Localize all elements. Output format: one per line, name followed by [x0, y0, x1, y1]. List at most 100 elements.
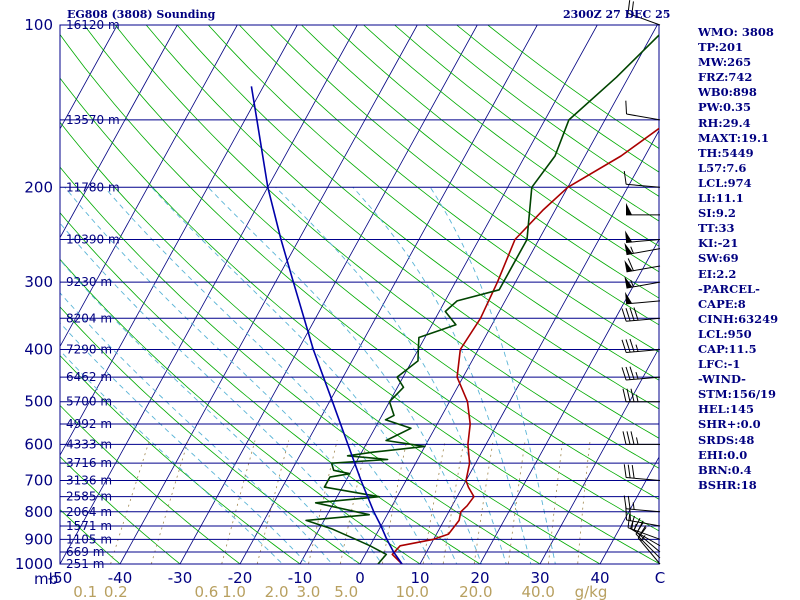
height-label: 13570 m: [66, 113, 120, 127]
dry-adiabat-line: [60, 355, 301, 564]
wind-barb: [624, 276, 661, 289]
mixing-ratio-line: [256, 440, 290, 564]
wind-barb-flag: [627, 495, 631, 510]
isotherm-line: [179, 25, 478, 564]
isotherm-line: [60, 25, 178, 239]
wind-barb-flag: [631, 464, 635, 479]
index-line: -WIND-: [698, 372, 746, 387]
wind-barb-flag: [626, 388, 631, 402]
height-label: 1571 m: [66, 519, 112, 533]
index-line: WB0:898: [698, 85, 757, 100]
moist-adiabat-line: [60, 349, 284, 564]
wind-barb: [626, 202, 660, 216]
index-line: HEL:145: [698, 402, 754, 417]
mixing-ratio-line: [308, 440, 338, 564]
index-line: LFC:-1: [698, 357, 741, 372]
dry-adiabat-line: [60, 404, 241, 564]
wind-barb-flag: [629, 507, 631, 521]
dry-adiabat-line: [176, 25, 659, 410]
mixing-ratio-line: [339, 440, 368, 564]
height-label: 251 m: [66, 557, 104, 571]
mixing-ratio-label: 40.0: [521, 583, 554, 600]
index-line: PW:0.35: [698, 100, 752, 115]
dry-adiabat-line: [60, 456, 181, 564]
pressure-tick-label: 500: [24, 393, 53, 411]
pressure-tick-label: 1000: [15, 555, 53, 573]
index-line: BSHR:18: [698, 477, 757, 492]
wind-barb-flag: [629, 307, 635, 321]
moist-adiabat-line: [151, 186, 458, 564]
dry-adiabat-line: [114, 25, 659, 469]
temperature-tick-label: 10: [410, 569, 429, 587]
wind-barb-flag: [623, 171, 627, 185]
index-line: TP:201: [698, 40, 744, 55]
dry-adiabat-line: [83, 25, 659, 500]
index-line: SRDS:48: [698, 432, 755, 447]
dry-adiabat-line: [60, 306, 361, 564]
valid-time: 2300Z 27 DEC 25: [563, 8, 671, 21]
wind-barb-flag: [623, 464, 627, 478]
mixing-ratio-label: 2.0: [265, 583, 289, 600]
moist-adiabat-line: [60, 292, 333, 564]
wind-barb-flag: [627, 464, 631, 478]
pressure-tick-label: 800: [24, 503, 53, 521]
temperature-tick-label: 20: [470, 569, 489, 587]
wind-barb: [623, 495, 661, 513]
dry-adiabat-line: [60, 258, 421, 564]
moist-adiabat-line: [275, 186, 507, 564]
dry-adiabat-line: [60, 121, 601, 564]
wind-barb-half-flag: [630, 280, 634, 288]
wind-barb: [625, 291, 661, 305]
index-line: CAPE:8: [698, 296, 746, 311]
wind-barb-flag: [627, 0, 631, 14]
temperature-tick-label: -40: [108, 569, 133, 587]
wind-barb-staff: [637, 537, 661, 565]
wind-barb-staff: [626, 317, 661, 322]
wind-barb-staff: [626, 349, 661, 353]
height-label: 4992 m: [66, 417, 112, 431]
mixing-ratio-label: 0.1: [73, 583, 97, 600]
wind-barb-flag: [625, 339, 631, 353]
wind-barb: [627, 514, 661, 540]
height-label: 7290 m: [66, 343, 112, 357]
background-grid: [60, 25, 659, 564]
indices-panel: WMO: 3808 TP:201 MW:265 FRZ:742 WB0:898 PW:0.…: [698, 25, 798, 493]
index-line: SHR+:0.0: [698, 417, 761, 432]
height-label: 4333 m: [66, 437, 112, 451]
wind-barb-pennant: [624, 276, 633, 289]
wind-barb-half-flag: [630, 246, 634, 254]
dry-adiabat-line: [301, 25, 659, 299]
wind-barb: [625, 506, 661, 527]
isotherm-line: [119, 25, 418, 564]
moist-adiabat-line: [64, 187, 408, 564]
index-line: CAP:11.5: [698, 341, 757, 356]
wind-barb-half-flag: [635, 372, 639, 380]
index-line: SW:69: [698, 251, 739, 266]
wind-barb-flag: [621, 367, 627, 381]
isobar-lines: [59, 24, 660, 565]
mixing-ratio-label: 0.6: [194, 583, 218, 600]
mixing-ratio-line: [221, 440, 256, 564]
moist-adiabat-line: [60, 259, 358, 564]
pressure-tick-label: 100: [24, 16, 53, 34]
isotherm-line: [539, 347, 659, 564]
isotherm-line: [359, 25, 658, 564]
mixing-ratio-label: 20.0: [459, 583, 492, 600]
isotherm-line: [479, 238, 659, 564]
wind-barb-staff: [626, 519, 661, 527]
isotherm-line: [239, 25, 538, 564]
moist-adiabat-line: [429, 187, 556, 564]
wind-barb-half-flag: [631, 521, 634, 530]
parcel-trace: [250, 86, 403, 564]
wind-barb-flag: [627, 514, 631, 528]
mixing-ratio-label: 0.2: [104, 583, 128, 600]
isotherm-line: [60, 25, 118, 130]
mixing-ratio-label: 3.0: [296, 583, 320, 600]
index-line: FRZ:742: [698, 70, 753, 85]
wind-barb: [623, 171, 661, 188]
wind-barb: [621, 366, 661, 381]
index-line: CINH:63249: [698, 311, 779, 326]
wind-barb-flag: [631, 1, 634, 15]
wind-barb-flag: [626, 431, 631, 445]
temperature-tick-label: C: [655, 569, 665, 587]
